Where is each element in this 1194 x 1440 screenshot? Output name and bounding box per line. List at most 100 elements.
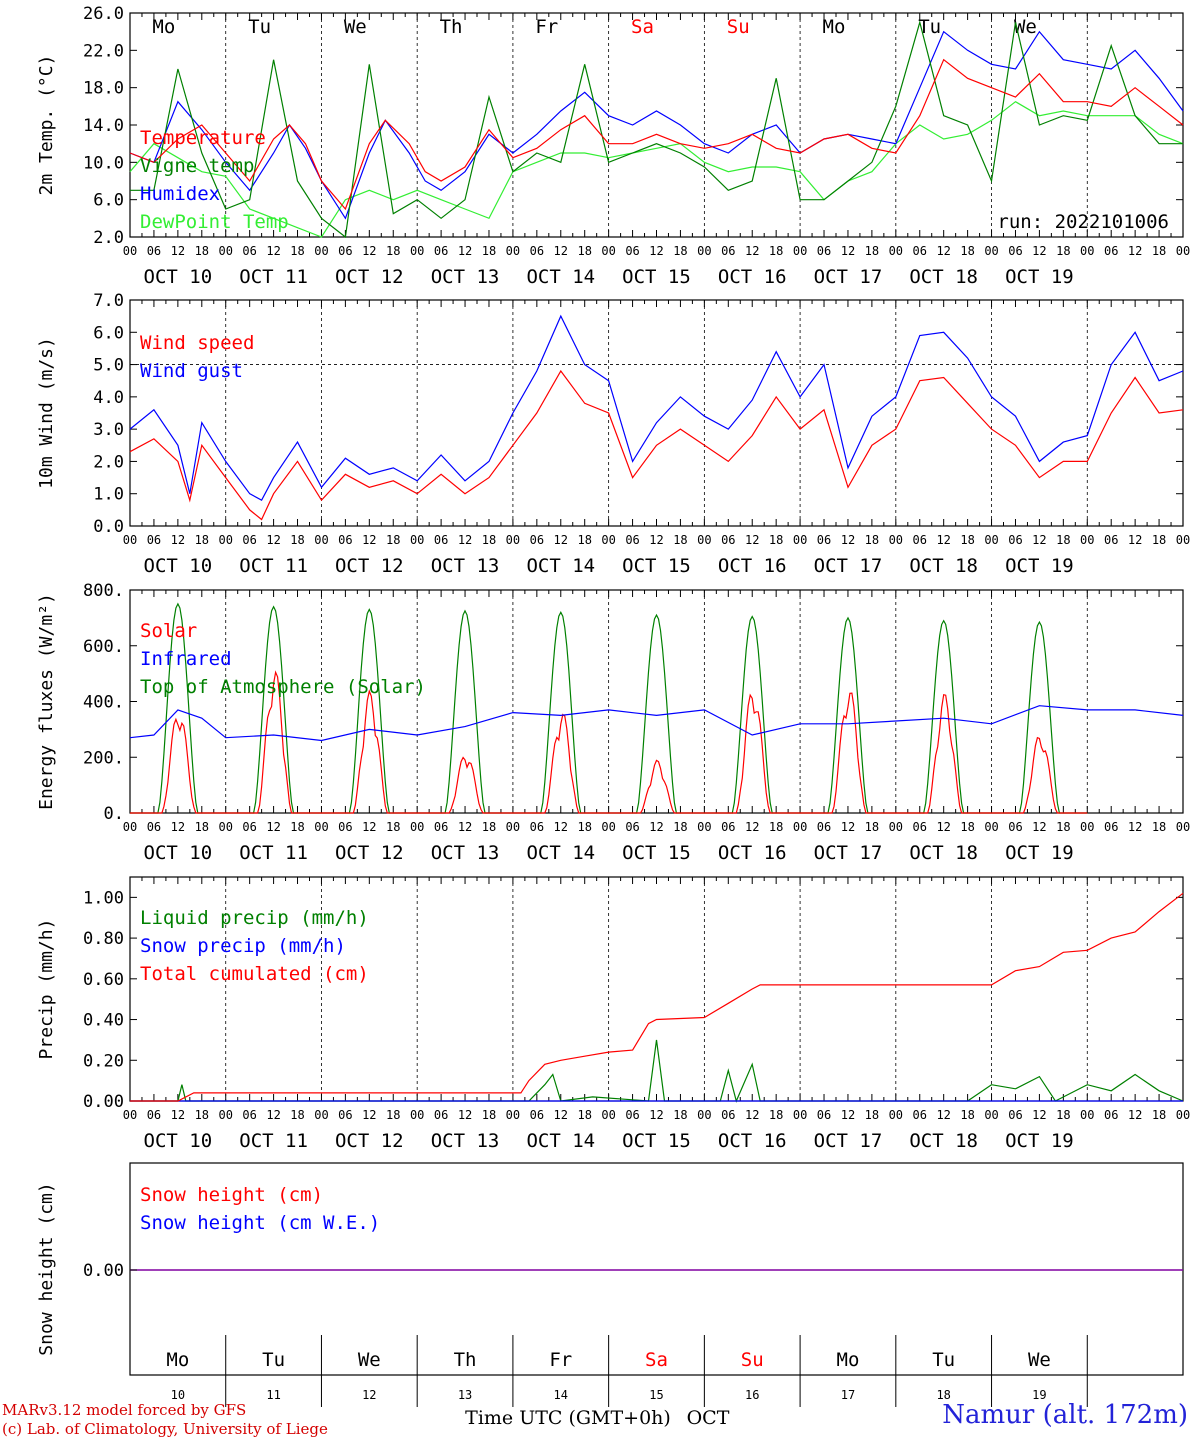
energy-hour-tick-label: 18 xyxy=(1152,820,1166,834)
snow-weekday-label: Mo xyxy=(837,1349,860,1371)
precip-hour-tick-label: 00 xyxy=(1176,1108,1190,1122)
wind-day-label: OCT 17 xyxy=(814,555,883,577)
energy-day-label: OCT 17 xyxy=(814,842,883,864)
energy-day-label: OCT 15 xyxy=(622,842,691,864)
precip-hour-tick-label: 06 xyxy=(242,1108,256,1122)
energy-day-label: OCT 13 xyxy=(431,842,500,864)
wind-hour-tick-label: 00 xyxy=(601,533,615,547)
snow-weekday-label: Th xyxy=(454,1349,477,1371)
wind-hour-tick-label: 12 xyxy=(1032,533,1046,547)
temp-hour-tick-label: 00 xyxy=(123,244,137,258)
precip-y-tick-label: 1.00 xyxy=(83,888,124,908)
snow-frame xyxy=(129,1162,1184,1376)
wind-hour-tick-label: 00 xyxy=(410,533,424,547)
energy-hour-tick-label: 12 xyxy=(458,820,472,834)
wind-frame xyxy=(129,299,1184,527)
precip-hour-tick-label: 00 xyxy=(506,1108,520,1122)
snow-weekday-label: Tu xyxy=(932,1349,955,1371)
temperature-legend-dewpoint-temp: DewPoint Temp xyxy=(140,211,289,233)
energy-hour-tick-label: 18 xyxy=(865,820,879,834)
temp-hour-tick-label: 12 xyxy=(458,244,472,258)
x-axis-title: Time UTC (GMT+0h) xyxy=(465,1407,671,1429)
precip-series-liquid-precip-mm-h- xyxy=(130,1039,1184,1103)
precip-hour-tick-label: 18 xyxy=(960,1108,974,1122)
wind-hour-tick-label: 06 xyxy=(625,533,639,547)
energy-hour-tick-label: 18 xyxy=(290,820,304,834)
wind-hour-tick-label: 12 xyxy=(649,533,663,547)
wind-hour-tick-label: 00 xyxy=(506,533,520,547)
temp-hour-tick-label: 12 xyxy=(171,244,185,258)
wind-day-label: OCT 11 xyxy=(239,555,308,577)
precip-y-tick-label: 0.80 xyxy=(83,929,124,949)
temp-hour-tick-label: 18 xyxy=(1056,244,1070,258)
wind-hour-tick-label: 06 xyxy=(1008,533,1022,547)
wind-y-tick-label: 3.0 xyxy=(93,420,124,440)
temp-hour-tick-label: 00 xyxy=(1080,244,1094,258)
wind-hour-tick-label: 06 xyxy=(242,533,256,547)
wind-hour-tick-label: 18 xyxy=(1056,533,1070,547)
wind-hour-tick-label: 18 xyxy=(577,533,591,547)
energy-y-tick-label: 600. xyxy=(83,637,124,657)
energy-hour-tick-label: 00 xyxy=(984,820,998,834)
wind-hour-tick-label: 06 xyxy=(1104,533,1118,547)
energy-hour-tick-label: 06 xyxy=(913,820,927,834)
energy-hour-tick-label: 12 xyxy=(362,820,376,834)
precip-hour-tick-label: 18 xyxy=(1152,1108,1166,1122)
precip-hour-tick-label: 00 xyxy=(123,1108,137,1122)
energy-day-label: OCT 10 xyxy=(144,842,213,864)
precip-hour-tick-label: 06 xyxy=(817,1108,831,1122)
precip-day-label: OCT 13 xyxy=(431,1130,500,1152)
wind-hour-tick-label: 18 xyxy=(865,533,879,547)
precip-legend-snow-precip-mm-h-: Snow precip (mm/h) xyxy=(140,935,346,957)
snow-weekday-label: Tu xyxy=(262,1349,285,1371)
temp-hour-tick-label: 00 xyxy=(219,244,233,258)
temp-day-label: OCT 10 xyxy=(144,266,213,288)
temp-weekday-label: Mo xyxy=(823,16,846,38)
snow-day-number: 19 xyxy=(1032,1388,1046,1402)
wind-hour-tick-label: 12 xyxy=(1128,533,1142,547)
precip-hour-tick-label: 06 xyxy=(147,1108,161,1122)
precip-hour-tick-label: 18 xyxy=(1056,1108,1070,1122)
temp-day-label: OCT 12 xyxy=(335,266,404,288)
energy-hour-tick-label: 12 xyxy=(266,820,280,834)
wind-y-tick-label: 6.0 xyxy=(93,323,124,343)
temp-day-label: OCT 13 xyxy=(431,266,500,288)
precip-hour-tick-label: 12 xyxy=(1128,1108,1142,1122)
temp-weekday-label: We xyxy=(1014,16,1037,38)
energy-hour-tick-label: 06 xyxy=(147,820,161,834)
energy-day-label: OCT 16 xyxy=(718,842,787,864)
energy-hour-tick-label: 00 xyxy=(314,820,328,834)
snow-weekday-label: Su xyxy=(741,1349,764,1371)
energy-day-label: OCT 18 xyxy=(909,842,978,864)
temp-hour-tick-label: 06 xyxy=(721,244,735,258)
wind-day-label: OCT 19 xyxy=(1005,555,1074,577)
station-label: Namur (alt. 172m) xyxy=(942,1400,1188,1430)
energy-series-toa-solar xyxy=(130,602,1088,814)
energy-hour-tick-label: 12 xyxy=(1128,820,1142,834)
precip-hour-tick-label: 12 xyxy=(936,1108,950,1122)
energy-y-tick-label: 400. xyxy=(83,693,124,713)
wind-day-label: OCT 14 xyxy=(526,555,595,577)
temp-weekday-label: Th xyxy=(440,16,463,38)
wind-hour-tick-label: 06 xyxy=(913,533,927,547)
wind-hour-tick-label: 06 xyxy=(530,533,544,547)
wind-day-label: OCT 15 xyxy=(622,555,691,577)
wind-day-label: OCT 12 xyxy=(335,555,404,577)
precip-hour-tick-label: 06 xyxy=(434,1108,448,1122)
precip-hour-tick-label: 12 xyxy=(745,1108,759,1122)
wind-series-wind-speed xyxy=(129,369,1184,521)
precip-hour-tick-label: 12 xyxy=(841,1108,855,1122)
temp-weekday-label: Su xyxy=(727,16,750,38)
wind-hour-tick-label: 18 xyxy=(960,533,974,547)
temp-day-label: OCT 11 xyxy=(239,266,308,288)
temp-hour-tick-label: 12 xyxy=(1032,244,1046,258)
energy-day-label: OCT 11 xyxy=(239,842,308,864)
x-axis-month: OCT xyxy=(687,1407,730,1429)
snow-day-number: 17 xyxy=(841,1388,855,1402)
wind-legend-wind-speed: Wind speed xyxy=(140,332,254,354)
snow-day-number: 14 xyxy=(554,1388,568,1402)
wind-y-axis-title: 10m Wind (m/s) xyxy=(36,337,57,489)
snow-day-number: 18 xyxy=(936,1388,950,1402)
energy-hour-tick-label: 12 xyxy=(649,820,663,834)
